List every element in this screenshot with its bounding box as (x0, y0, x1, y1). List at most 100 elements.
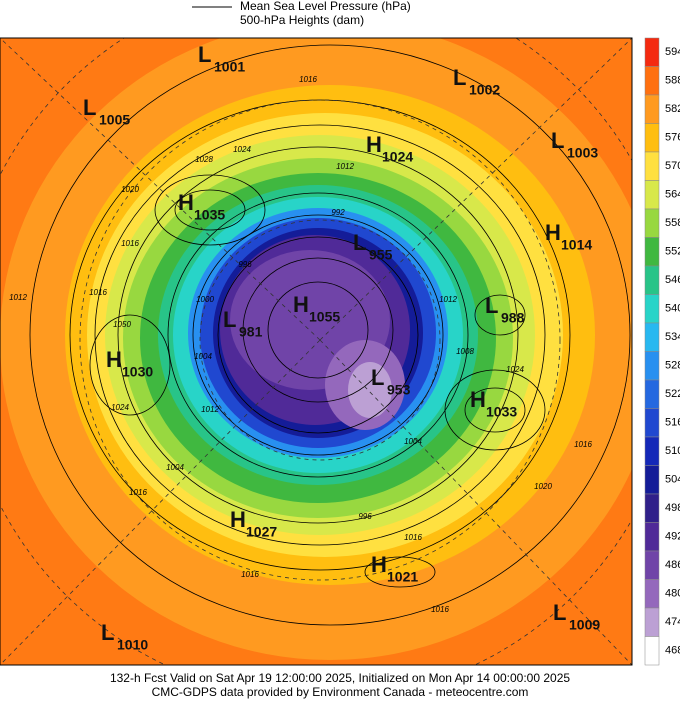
center-letter: H (366, 132, 382, 157)
center-letter: H (178, 190, 194, 215)
center-pressure: 1009 (569, 617, 600, 633)
center-pressure: 955 (369, 247, 393, 263)
line-legend: Mean Sea Level Pressure (hPa) (240, 0, 411, 13)
center-letter: L (83, 95, 96, 120)
contour-label: 1050 (113, 320, 131, 329)
contour-label: 1028 (195, 155, 213, 164)
contour-label: 1016 (241, 570, 259, 579)
contour-label: 1004 (166, 463, 184, 472)
colorbar-label: 480 (665, 588, 680, 600)
colorbar-label: 510 (665, 445, 680, 457)
colorbar-swatch (644, 322, 660, 352)
center-letter: L (198, 42, 211, 67)
center-pressure: 1027 (246, 524, 277, 540)
colorbar-label: 582 (665, 103, 680, 115)
center-pressure: 953 (387, 382, 411, 398)
contour-label: 1004 (404, 437, 422, 446)
fill-legend: 500-hPa Heights (dam) (240, 13, 364, 27)
colorbar-swatch (644, 180, 660, 210)
center-letter: H (230, 507, 246, 532)
colorbar-label: 558 (665, 217, 680, 229)
colorbar-swatch (644, 579, 660, 609)
colorbar-label: 576 (665, 132, 680, 144)
colorbar-swatch (644, 522, 660, 552)
colorbar-label: 540 (665, 303, 680, 315)
colorbar-swatch (644, 265, 660, 295)
colorbar-label: 594 (665, 46, 680, 58)
contour-label: 1012 (201, 405, 219, 414)
colorbar-label: 492 (665, 531, 680, 543)
colorbar-label: 468 (665, 645, 680, 657)
contour-label: 1016 (431, 605, 449, 614)
colorbar-swatch (644, 123, 660, 153)
center-letter: L (223, 307, 236, 332)
contour-label: 1016 (299, 75, 317, 84)
center-pressure: 1002 (469, 82, 500, 98)
center-pressure: 1035 (194, 207, 225, 223)
center-letter: L (353, 230, 366, 255)
center-pressure: 1001 (214, 59, 245, 75)
footer-line: 132-h Fcst Valid on Sat Apr 19 12:00:00 … (110, 671, 570, 685)
colorbar-swatch (644, 151, 660, 181)
colorbar-swatch (644, 607, 660, 637)
center-letter: H (106, 347, 122, 372)
colorbar-label: 588 (665, 75, 680, 87)
field (348, 362, 392, 418)
colorbar-swatch (644, 294, 660, 324)
colorbar-label: 552 (665, 246, 680, 258)
colorbar-label: 498 (665, 502, 680, 514)
contour-label: 1016 (121, 239, 139, 248)
colorbar-swatch (644, 436, 660, 466)
colorbar-label: 516 (665, 417, 680, 429)
center-pressure: 1010 (117, 637, 148, 653)
map-frame (0, 37, 633, 666)
colorbar-swatch (644, 379, 660, 409)
colorbar-swatch (644, 636, 660, 666)
colorbar-label: 474 (665, 616, 680, 628)
contour-label: 996 (238, 260, 252, 269)
center-letter: H (293, 292, 309, 317)
contour-label: 992 (331, 208, 345, 217)
center-letter: L (553, 600, 566, 625)
footer-line: CMC-GDPS data provided by Environment Ca… (152, 685, 529, 699)
colorbar-swatch (644, 493, 660, 523)
center-pressure: 1003 (567, 145, 598, 161)
contour-label: 1020 (121, 185, 139, 194)
colorbar-swatch (644, 66, 660, 96)
contour-label: 1016 (574, 440, 592, 449)
center-letter: H (371, 552, 387, 577)
center-letter: L (485, 293, 498, 318)
center-pressure: 1005 (99, 112, 130, 128)
contour-label: 1012 (9, 293, 27, 302)
colorbar-label: 486 (665, 559, 680, 571)
center-pressure: 988 (501, 310, 525, 326)
contour-label: 1024 (111, 403, 129, 412)
center-pressure: 1055 (309, 309, 340, 325)
contour-label: 1012 (336, 162, 354, 171)
center-letter: L (371, 365, 384, 390)
colorbar-label: 528 (665, 360, 680, 372)
colorbar-label: 546 (665, 274, 680, 286)
colorbar-label: 564 (665, 189, 680, 201)
contour-label: 1004 (194, 352, 212, 361)
colorbar-label: 522 (665, 388, 680, 400)
colorbar-swatch (644, 351, 660, 381)
center-pressure: 1021 (387, 569, 418, 585)
contour-label: 1024 (506, 365, 524, 374)
contour-label: 1024 (233, 145, 251, 154)
colorbar-label: 504 (665, 474, 680, 486)
colorbar-label: 534 (665, 331, 680, 343)
center-letter: L (101, 620, 114, 645)
contour-label: 1020 (534, 482, 552, 491)
contour-label: 1016 (129, 488, 147, 497)
contour-label: 1016 (89, 288, 107, 297)
center-letter: L (453, 65, 466, 90)
center-pressure: 1030 (122, 364, 153, 380)
colorbar-swatch (644, 94, 660, 124)
isobars (29, 44, 631, 626)
colorbar-swatch (644, 208, 660, 238)
